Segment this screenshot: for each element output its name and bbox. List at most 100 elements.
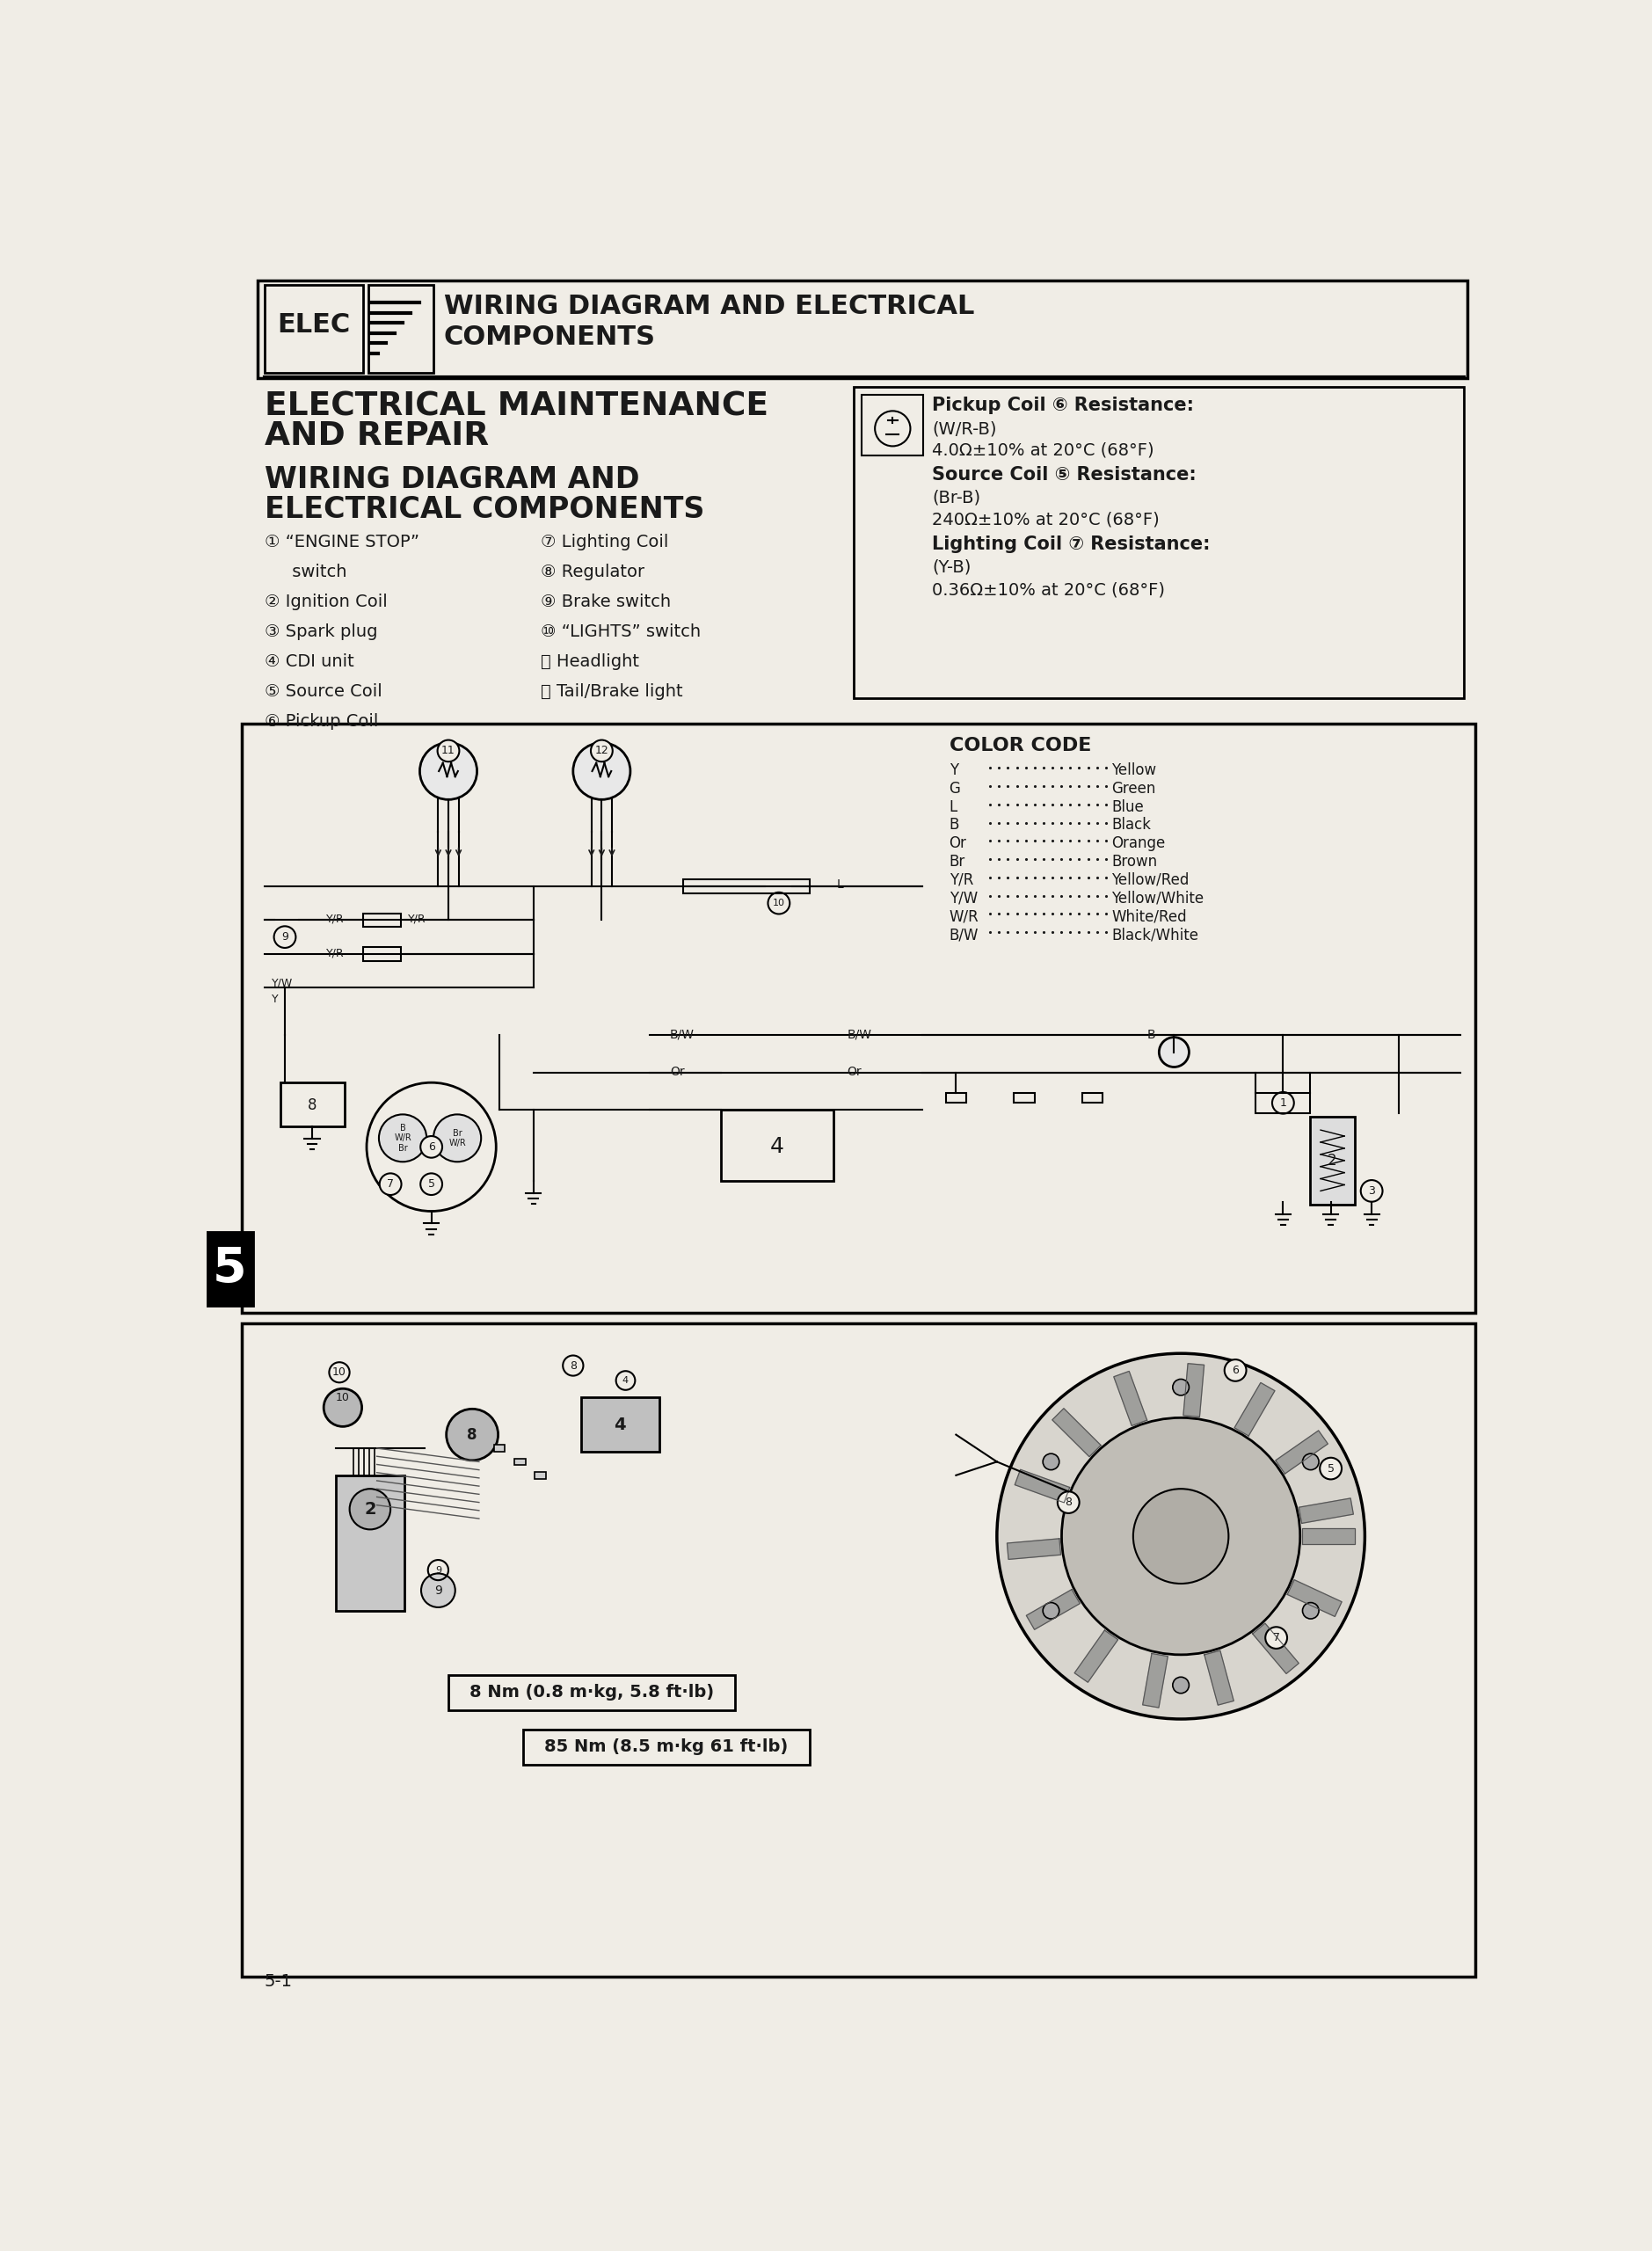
Circle shape <box>1042 1454 1059 1470</box>
Circle shape <box>1133 1488 1229 1585</box>
Text: 8: 8 <box>468 1427 477 1443</box>
Text: 0.36Ω±10% at 20°C (68°F): 0.36Ω±10% at 20°C (68°F) <box>932 581 1165 599</box>
Text: 10: 10 <box>335 1391 350 1402</box>
Text: 12: 12 <box>595 745 608 756</box>
Circle shape <box>421 1137 443 1157</box>
Text: ⑤ Source Coil: ⑤ Source Coil <box>264 682 382 700</box>
Circle shape <box>1057 1492 1079 1513</box>
Bar <box>684 880 809 894</box>
Text: 9: 9 <box>434 1585 443 1596</box>
Text: Yellow/White: Yellow/White <box>1112 891 1204 907</box>
Text: ③ Spark plug: ③ Spark plug <box>264 624 377 639</box>
Bar <box>1310 1116 1355 1204</box>
Text: 8: 8 <box>307 1096 317 1112</box>
Text: Orange: Orange <box>1112 835 1165 851</box>
Circle shape <box>1224 1360 1246 1382</box>
Polygon shape <box>1014 1470 1070 1504</box>
Polygon shape <box>1183 1364 1204 1416</box>
Text: 2: 2 <box>363 1501 377 1517</box>
Text: Y/W: Y/W <box>950 891 978 907</box>
Text: ⑩ “LIGHTS” switch: ⑩ “LIGHTS” switch <box>540 624 700 639</box>
Text: Source Coil ⑤ Resistance:: Source Coil ⑤ Resistance: <box>932 466 1196 484</box>
Circle shape <box>591 741 613 761</box>
Text: 5: 5 <box>1327 1463 1335 1474</box>
Circle shape <box>438 741 459 761</box>
Bar <box>281 1083 345 1126</box>
Text: ELEC: ELEC <box>278 313 350 338</box>
Polygon shape <box>1298 1499 1353 1524</box>
Polygon shape <box>1143 1654 1168 1709</box>
Text: W/R: W/R <box>950 909 980 925</box>
Text: 8: 8 <box>1066 1497 1072 1508</box>
Bar <box>206 1231 253 1306</box>
Circle shape <box>324 1389 362 1427</box>
Circle shape <box>433 1114 481 1162</box>
Text: 9: 9 <box>434 1567 441 1573</box>
Text: Y: Y <box>271 993 278 1004</box>
Text: (Br-B): (Br-B) <box>932 488 981 506</box>
Bar <box>524 1729 809 1765</box>
Text: ⑨ Brake switch: ⑨ Brake switch <box>540 594 671 610</box>
Text: ④ CDI unit: ④ CDI unit <box>264 653 354 671</box>
Circle shape <box>1361 1180 1383 1202</box>
Text: Pickup Coil ⑥ Resistance:: Pickup Coil ⑥ Resistance: <box>932 396 1194 414</box>
Text: 8 Nm (0.8 m·kg, 5.8 ft·lb): 8 Nm (0.8 m·kg, 5.8 ft·lb) <box>469 1684 714 1702</box>
Bar <box>720 1110 833 1182</box>
Text: 5: 5 <box>213 1245 246 1292</box>
Text: 4: 4 <box>615 1416 626 1434</box>
Text: Black/White: Black/White <box>1112 927 1198 943</box>
Text: B: B <box>1146 1029 1155 1040</box>
Text: ⑧ Regulator: ⑧ Regulator <box>540 565 644 581</box>
Text: B/W: B/W <box>847 1029 872 1040</box>
Text: Or: Or <box>669 1065 684 1078</box>
Circle shape <box>274 925 296 948</box>
Text: B: B <box>950 817 960 833</box>
Polygon shape <box>1113 1371 1146 1425</box>
Text: 6: 6 <box>1232 1364 1239 1375</box>
Circle shape <box>573 743 631 799</box>
Text: Black: Black <box>1112 817 1151 833</box>
Text: Y: Y <box>950 763 958 779</box>
Polygon shape <box>1026 1589 1080 1630</box>
Text: ELECTRICAL COMPONENTS: ELECTRICAL COMPONENTS <box>264 495 704 524</box>
Text: Green: Green <box>1112 781 1156 797</box>
Text: Lighting Coil ⑦ Resistance:: Lighting Coil ⑦ Resistance: <box>932 536 1211 554</box>
Text: Or: Or <box>950 835 966 851</box>
Text: ⑪ Headlight: ⑪ Headlight <box>540 653 639 671</box>
Text: Y/W: Y/W <box>271 977 292 988</box>
Text: B/W: B/W <box>669 1029 694 1040</box>
Text: WIRING DIAGRAM AND ELECTRICAL: WIRING DIAGRAM AND ELECTRICAL <box>444 295 975 320</box>
Circle shape <box>1160 1038 1189 1067</box>
Bar <box>335 1474 405 1612</box>
Circle shape <box>1042 1603 1059 1618</box>
Bar <box>363 948 401 961</box>
Circle shape <box>1320 1459 1341 1479</box>
Circle shape <box>1302 1603 1318 1618</box>
Text: AND REPAIR: AND REPAIR <box>264 421 489 452</box>
Text: Yellow: Yellow <box>1112 763 1156 779</box>
Circle shape <box>996 1353 1365 1720</box>
Text: ⑫ Tail/Brake light: ⑫ Tail/Brake light <box>540 682 682 700</box>
Text: Brown: Brown <box>1112 853 1156 869</box>
Text: Y/R: Y/R <box>325 914 344 925</box>
Text: 4.0Ω±10% at 20°C (68°F): 4.0Ω±10% at 20°C (68°F) <box>932 441 1155 459</box>
Text: 1: 1 <box>1280 1096 1287 1107</box>
Circle shape <box>378 1114 426 1162</box>
Circle shape <box>1173 1380 1189 1396</box>
Circle shape <box>420 743 477 799</box>
Text: 2: 2 <box>1328 1153 1336 1168</box>
Text: Y/R: Y/R <box>408 914 426 925</box>
Text: Y/R: Y/R <box>325 948 344 959</box>
Text: 3: 3 <box>1368 1186 1374 1198</box>
Polygon shape <box>1287 1580 1341 1616</box>
Circle shape <box>1302 1454 1318 1470</box>
Circle shape <box>1173 1677 1189 1693</box>
Text: 4: 4 <box>770 1137 783 1157</box>
Text: Br: Br <box>950 853 965 869</box>
Circle shape <box>446 1409 499 1461</box>
Circle shape <box>563 1355 583 1375</box>
Text: 10: 10 <box>773 898 785 907</box>
Bar <box>448 1675 735 1711</box>
Polygon shape <box>1052 1409 1100 1456</box>
Text: G: G <box>950 781 960 797</box>
